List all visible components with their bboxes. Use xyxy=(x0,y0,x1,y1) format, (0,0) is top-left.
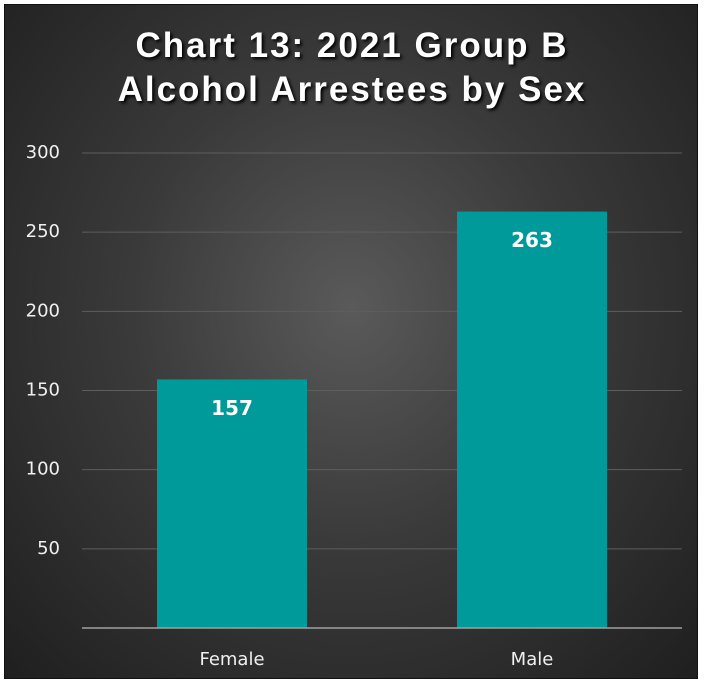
chart-title: Chart 13: 2021 Group B Alcohol Arrestees… xyxy=(117,26,587,109)
y-tick-label: 100 xyxy=(26,459,60,480)
y-tick-label: 300 xyxy=(26,142,60,163)
bar xyxy=(157,379,307,628)
data-label: 263 xyxy=(511,228,553,252)
bar xyxy=(457,211,607,629)
y-tick-label: 200 xyxy=(26,300,60,321)
x-tick-label: Female xyxy=(199,649,264,670)
x-tick-label: Male xyxy=(511,649,554,670)
y-tick-label: 250 xyxy=(26,221,60,242)
data-label: 157 xyxy=(211,396,253,420)
y-tick-label: 50 xyxy=(37,538,60,559)
y-tick-label: 150 xyxy=(26,380,60,401)
